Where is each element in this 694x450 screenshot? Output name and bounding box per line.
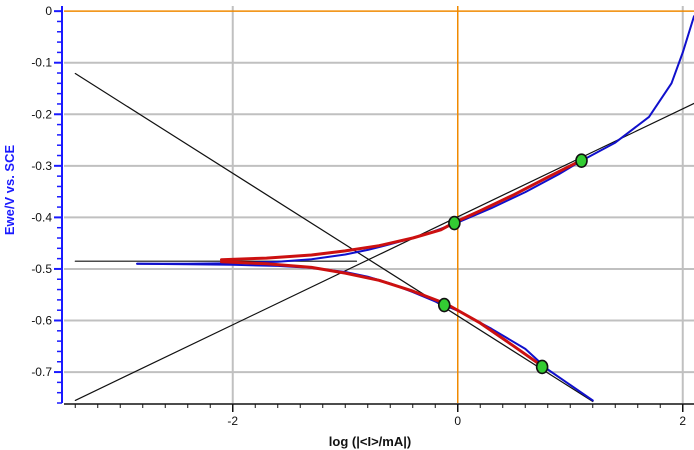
series-fit-anodic	[220, 158, 583, 262]
y-tick-label: -0.5	[31, 262, 52, 276]
y-tick-label: -0.2	[31, 107, 52, 121]
fit-marker-2	[437, 297, 451, 313]
fit-marker-1	[575, 153, 588, 168]
y-tick-label: -0.1	[31, 56, 52, 70]
y-axis-title: Ewe/V vs. SCE	[2, 145, 17, 236]
series-fit-cathodic	[220, 260, 545, 369]
y-tick-label: -0.6	[31, 314, 52, 328]
series-tafel-cathodic	[74, 72, 594, 403]
data-series	[74, 15, 694, 403]
x-tick-labels: -2 0 2	[227, 414, 686, 428]
fit-marker-0	[448, 215, 461, 231]
y-tick-label: -0.7	[31, 365, 52, 379]
grid-lines	[64, 6, 694, 403]
x-tick-label: 2	[679, 414, 686, 428]
y-tick-labels: 0 -0.1 -0.2 -0.3 -0.4 -0.5 -0.6 -0.7	[31, 4, 52, 379]
y-tick-label: -0.3	[31, 159, 52, 173]
reference-lines	[64, 6, 694, 403]
y-tick-label: 0	[45, 4, 52, 18]
x-tick-label: 0	[454, 414, 461, 428]
series-measured-anodic	[136, 15, 694, 265]
x-axis-title: log (|<I>/mA|)	[329, 434, 411, 449]
fit-marker-3	[535, 359, 549, 375]
series-tafel-anodic	[74, 102, 694, 401]
fit-markers	[437, 153, 588, 375]
y-tick-label: -0.4	[31, 210, 52, 224]
x-tick-label: -2	[227, 414, 238, 428]
axes	[54, 6, 694, 412]
series-measured-cathodic	[136, 262, 594, 402]
